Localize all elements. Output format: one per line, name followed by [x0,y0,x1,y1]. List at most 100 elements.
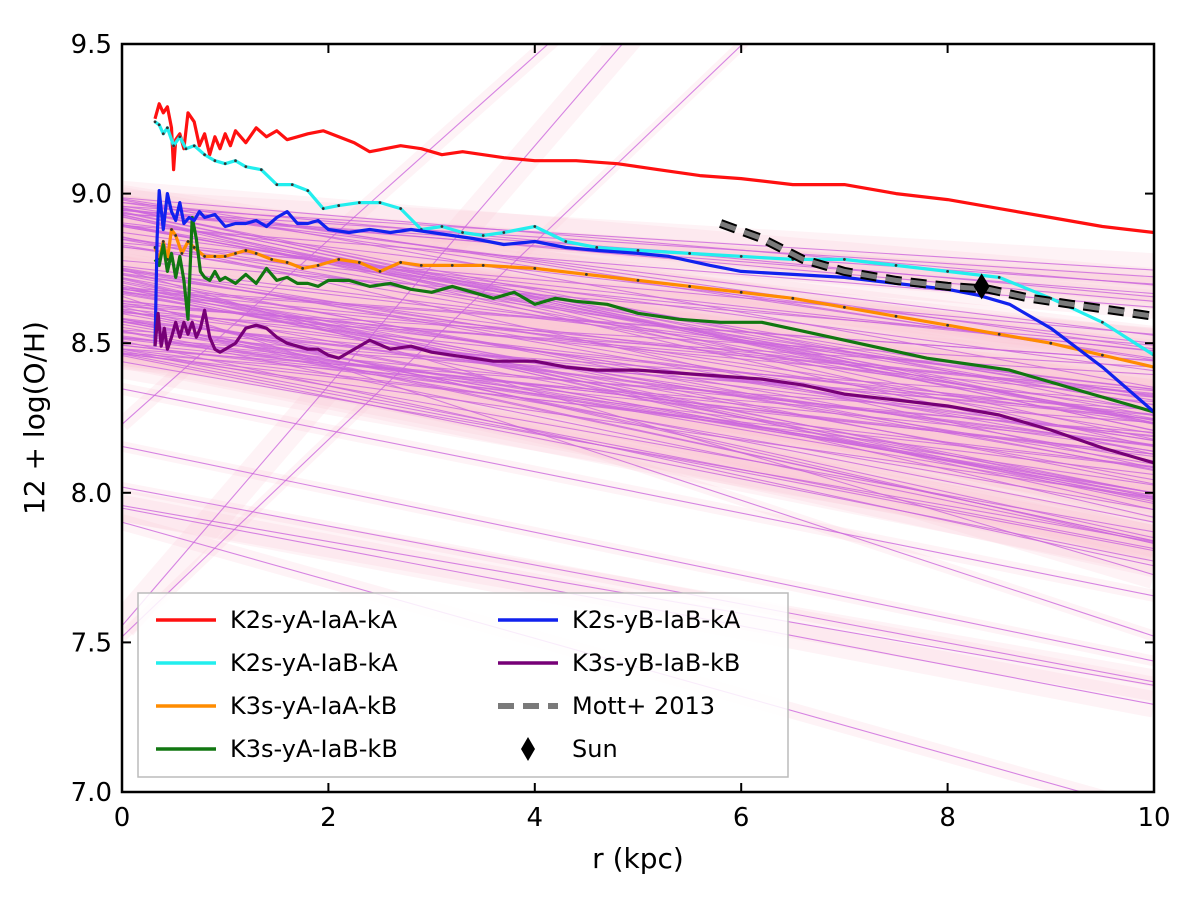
series-line-k2s-ya-iaa-ka [153,102,1154,235]
series-point [946,323,949,327]
series-point [180,252,184,255]
gradient-line [122,353,1154,552]
y-tick-label: 9.5 [71,30,112,60]
series-point [223,162,227,166]
gradient-line [122,340,1154,567]
gradient-line [122,318,1154,523]
gradient-line [122,44,744,638]
y-tick-label: 8.5 [71,329,112,359]
gradient-line [122,350,1154,550]
gradient-line [122,274,1154,472]
series-point [321,207,325,210]
series-point [234,159,237,163]
gradient-line [122,445,1154,662]
gradient-line [122,44,624,627]
gradient-line [122,486,1154,683]
y-tick-label: 9.0 [71,180,112,210]
gradient-line [122,246,1154,397]
gradient-line [122,300,1154,398]
series-point [306,189,310,193]
gradient-line [122,205,1154,271]
legend-label: K2s-yA-IaA-kA [230,606,398,634]
gradient-line [122,269,1154,391]
x-tick-label: 0 [114,803,131,833]
gradient-line [122,318,1154,542]
legend-label: K3s-yA-IaA-kB [230,692,397,720]
series-point [688,252,691,255]
series-point [440,225,444,228]
series-point [636,249,640,252]
series-point [450,264,454,267]
gradient-line [122,354,1154,562]
series-point [946,269,949,273]
gradient-line [122,267,1154,434]
series-point [213,255,217,258]
gradient-line [122,330,1154,544]
legend-label: Mott+ 2013 [572,692,715,720]
gradient-line [122,337,1154,437]
gradient-line [122,280,1154,485]
series-point [419,264,423,267]
gradient-line [122,214,1154,440]
series-point [1101,353,1104,357]
y-axis-label: 12 + log(O/H) [18,321,51,515]
series-point [997,332,1001,336]
x-tick-label: 10 [1137,803,1170,833]
gradient-line [122,236,1154,469]
series-point [275,183,279,187]
gradient-line [122,201,1154,350]
series-point [585,272,588,276]
gradient-line [122,289,1154,362]
series-point [337,204,341,207]
series-point [178,135,182,139]
series-point [564,240,568,243]
series-point [337,258,341,261]
series-point [843,305,846,309]
gradient-line [122,304,1154,452]
gradient-line [122,208,1154,424]
series-point [378,201,382,204]
series-point [533,267,537,270]
series-point [894,264,898,267]
series-point [739,255,743,258]
series-point [270,258,274,261]
sun-marker [973,273,990,300]
gradient-line [122,197,1154,286]
plot-frame [120,42,1156,794]
gradient-line [122,208,1154,336]
series-point [285,261,289,264]
gradient-line [122,361,1154,543]
series-point [316,264,320,267]
x-tick-label: 8 [939,803,956,833]
series-point [166,126,169,130]
series-point [254,252,258,255]
gradient-line [122,199,1154,388]
series-point [186,240,190,243]
gradient-line [122,278,1154,518]
series-point [157,123,161,127]
series-point [192,246,196,249]
series-point [481,234,485,237]
legend-label: K3s-yB-IaB-kB [572,649,740,677]
series-point [203,255,206,258]
legend-label: K2s-yA-IaB-kA [230,649,398,677]
gradient-line [122,224,1154,398]
gradient-line [122,288,1154,395]
gradient-line [122,216,1154,424]
gradient-line [122,326,1154,494]
series-point [595,246,599,249]
legend-label: K3s-yA-IaB-kB [230,735,398,763]
series-point [259,168,263,172]
series-point [244,165,248,169]
series-point [161,132,165,136]
series-point [174,234,178,237]
gradient-line [122,308,1154,415]
series-line-k3s-ya-iab-kb [153,215,1154,414]
gradient-line [122,323,1154,501]
series-point [739,290,743,294]
series-point [290,183,294,187]
series-point [461,231,464,234]
gradient-line [122,208,1154,413]
series-layer [153,102,1154,465]
